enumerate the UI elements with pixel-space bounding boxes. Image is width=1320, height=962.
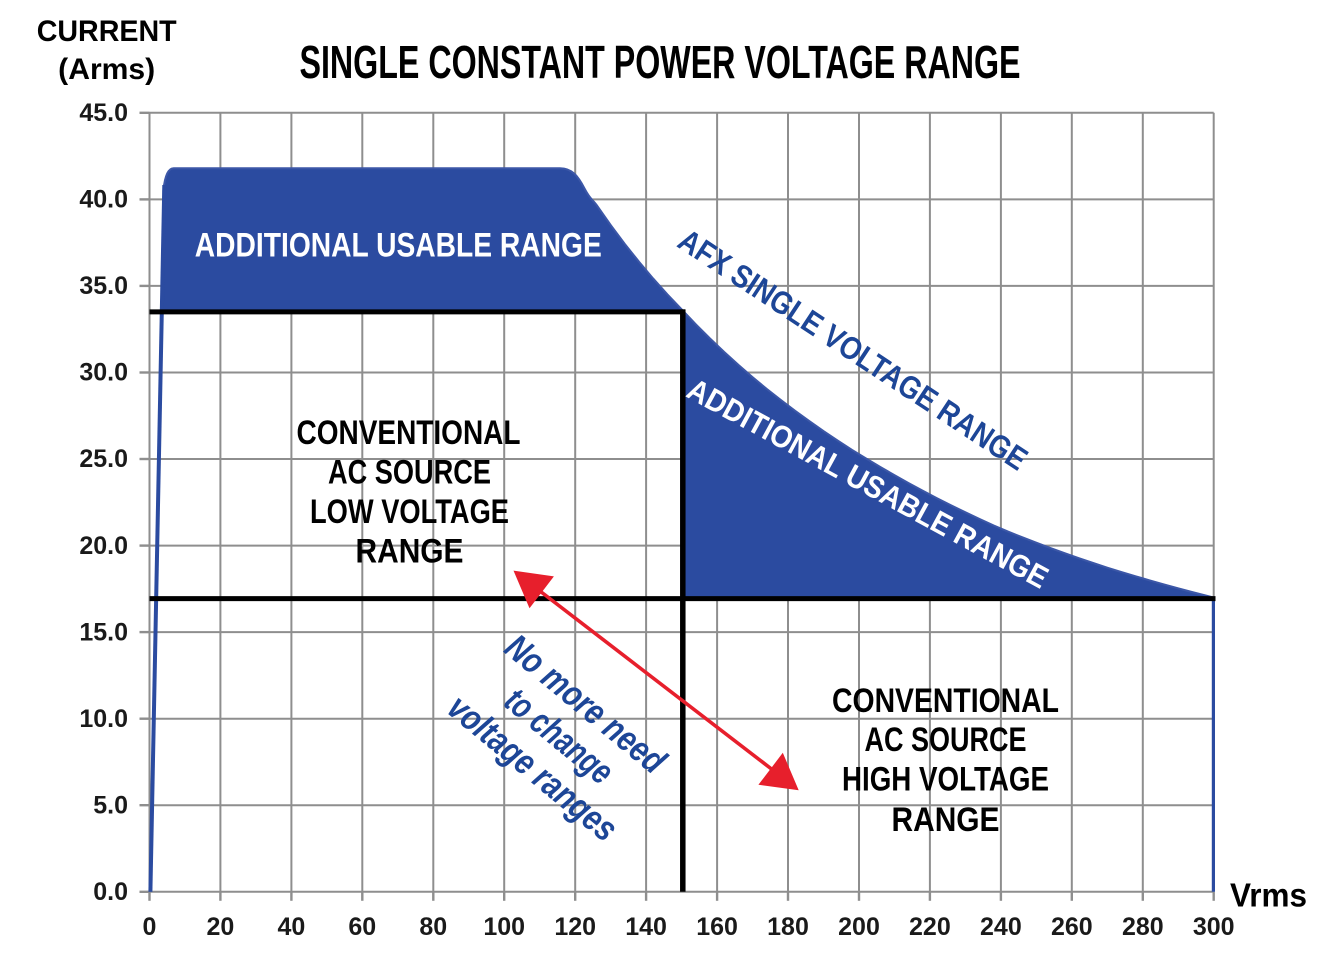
svg-text:80: 80 (419, 913, 447, 941)
svg-text:AC SOURCE: AC SOURCE (328, 454, 491, 492)
svg-text:CONVENTIONAL: CONVENTIONAL (297, 414, 521, 452)
svg-text:15.0: 15.0 (79, 618, 128, 646)
svg-text:40: 40 (277, 913, 305, 941)
svg-text:40.0: 40.0 (79, 186, 128, 214)
svg-text:CONVENTIONAL: CONVENTIONAL (832, 682, 1059, 720)
svg-text:ADDITIONAL USABLE RANGE: ADDITIONAL USABLE RANGE (195, 227, 602, 265)
svg-text:240: 240 (980, 913, 1022, 941)
svg-text:10.0: 10.0 (79, 705, 128, 733)
svg-text:30.0: 30.0 (79, 359, 128, 387)
svg-text:200: 200 (838, 913, 880, 941)
svg-text:Vrms: Vrms (1230, 877, 1307, 914)
svg-text:160: 160 (696, 913, 738, 941)
svg-text:100: 100 (483, 913, 525, 941)
svg-text:HIGH VOLTAGE: HIGH VOLTAGE (842, 761, 1049, 799)
svg-text:0: 0 (143, 913, 157, 941)
svg-text:20.0: 20.0 (79, 532, 128, 560)
svg-text:CURRENT: CURRENT (37, 15, 177, 48)
svg-text:180: 180 (767, 913, 809, 941)
svg-text:45.0: 45.0 (79, 99, 128, 127)
svg-text:35.0: 35.0 (79, 272, 128, 300)
svg-text:RANGE: RANGE (892, 801, 1000, 839)
svg-text:300: 300 (1193, 913, 1235, 941)
svg-text:260: 260 (1051, 913, 1093, 941)
svg-text:25.0: 25.0 (79, 445, 128, 473)
svg-text:220: 220 (909, 913, 951, 941)
svg-text:60: 60 (348, 913, 376, 941)
svg-text:LOW VOLTAGE: LOW VOLTAGE (310, 493, 509, 531)
svg-text:RANGE: RANGE (356, 533, 464, 571)
svg-text:0.0: 0.0 (93, 878, 128, 906)
svg-text:SINGLE CONSTANT POWER VOLTAGE: SINGLE CONSTANT POWER VOLTAGE RANGE (300, 36, 1021, 88)
svg-text:140: 140 (625, 913, 667, 941)
svg-text:280: 280 (1122, 913, 1164, 941)
svg-text:120: 120 (554, 913, 596, 941)
svg-text:20: 20 (206, 913, 234, 941)
svg-text:(Arms): (Arms) (58, 53, 155, 86)
svg-text:AC SOURCE: AC SOURCE (865, 721, 1027, 759)
svg-text:5.0: 5.0 (93, 791, 128, 819)
